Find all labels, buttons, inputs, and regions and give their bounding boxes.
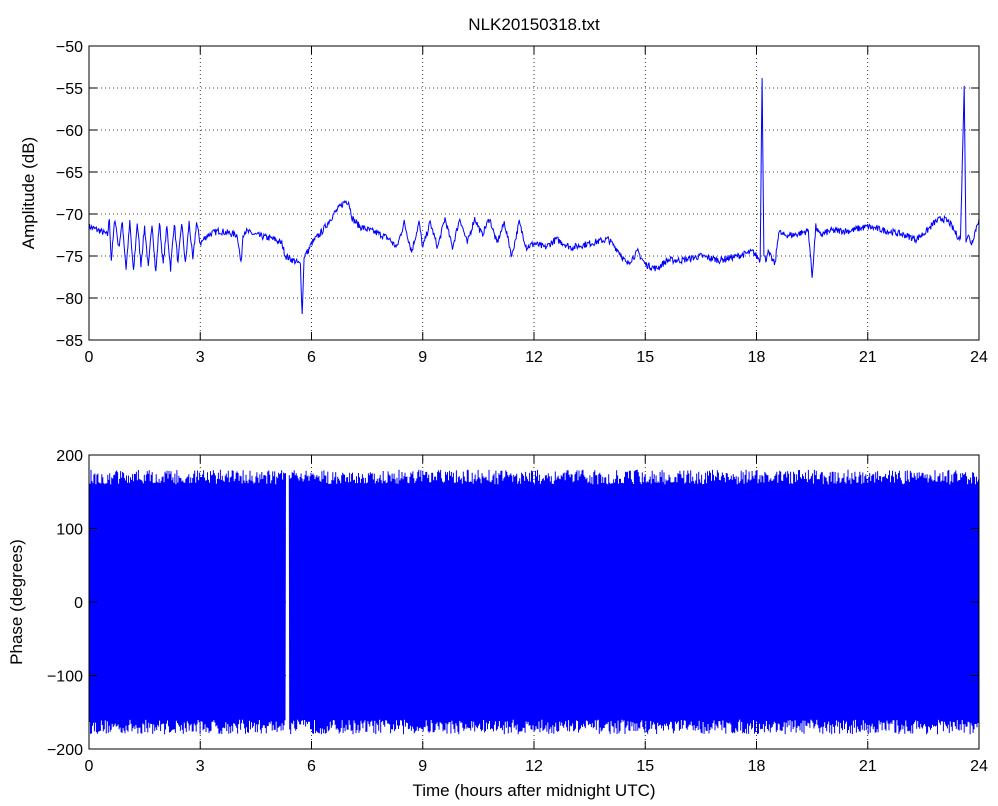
y-tick-label: 0 [74,595,83,612]
phase-subplot: 0 3 6 9 12 15 18 21 24 −200 −100 0 100 200 Phase (deg… [7,448,988,800]
y-tick-label: −60 [56,123,83,140]
x-tick-label: 6 [307,758,316,775]
x-tick-label: 15 [636,349,654,366]
phase-y-axis-label: Phase (degrees) [7,539,26,665]
x-tick-label: 0 [85,349,94,366]
x-tick-label: 21 [859,758,877,775]
x-tick-label: 12 [525,349,543,366]
x-tick-label: 24 [970,349,988,366]
y-tick-label: 200 [56,448,83,465]
phase-x-axis-label: Time (hours after midnight UTC) [412,781,655,800]
y-tick-label: −85 [56,333,83,350]
amplitude-subplot: 0 3 6 9 12 15 18 21 24 −85 −80 −75 −70 −65 −60 −55 −50 N… [19,15,988,366]
amplitude-y-axis-label: Amplitude (dB) [19,137,38,249]
x-tick-label: 9 [418,758,427,775]
x-tick-label: 24 [970,758,988,775]
phase-line-segment [288,469,980,735]
x-tick-label: 3 [196,758,205,775]
amplitude-axes-box [88,45,980,341]
y-tick-label: 100 [56,522,83,539]
y-tick-label: −65 [56,165,83,182]
amplitude-ticks: 0 3 6 9 12 15 18 21 24 −85 −80 −75 −70 −65 −60 −55 −50 [56,39,988,366]
x-tick-label: 18 [748,758,766,775]
y-tick-label: −70 [56,207,83,224]
x-tick-label: 0 [85,758,94,775]
y-tick-label: −75 [56,249,83,266]
amplitude-series [88,78,980,315]
phase-line-segment [88,469,286,735]
x-tick-label: 18 [748,349,766,366]
x-tick-label: 6 [307,349,316,366]
y-tick-label: −100 [47,669,83,686]
phase-axes-box [88,454,980,750]
x-tick-label: 21 [859,349,877,366]
amplitude-line [88,78,980,315]
phase-series [88,469,980,735]
x-tick-label: 9 [418,349,427,366]
y-tick-label: −50 [56,39,83,56]
y-tick-label: −55 [56,81,83,98]
x-tick-label: 15 [636,758,654,775]
chart-title: NLK20150318.txt [468,15,600,34]
amplitude-grid [89,46,979,340]
x-tick-label: 12 [525,758,543,775]
y-tick-label: −200 [47,742,83,759]
y-tick-label: −80 [56,291,83,308]
x-tick-label: 3 [196,349,205,366]
